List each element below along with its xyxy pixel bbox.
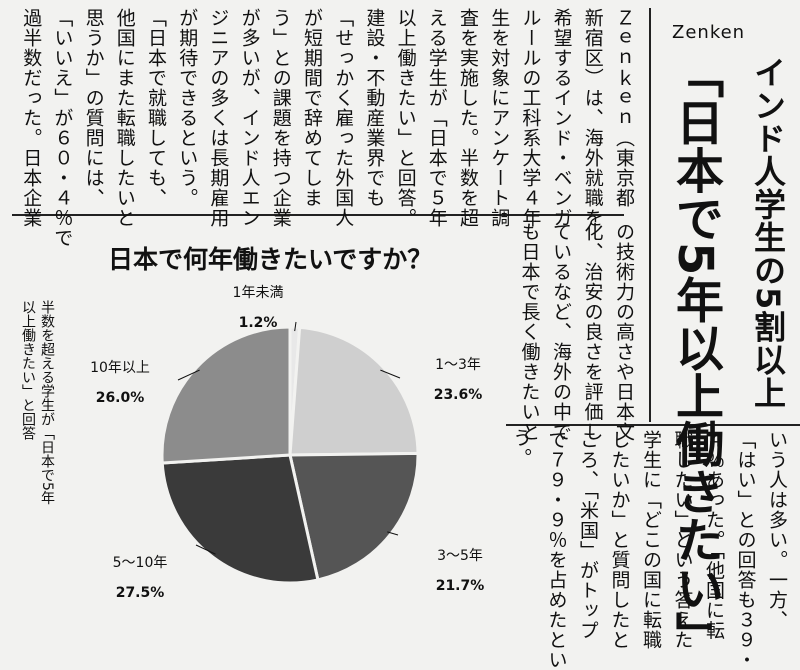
pie-slice (160, 325, 292, 465)
article-upper-column: 過半数だった。日本企業 (20, 8, 43, 228)
article-lower-column: したいか」と質問したと (608, 430, 631, 650)
article-lower-column: いう人は多い。一方、 (766, 430, 788, 630)
pie-slice (160, 453, 320, 585)
divider-headline-left (649, 8, 651, 422)
article-lower-column: 「はい」との回答も３９・ (734, 430, 757, 670)
article-upper-column: 建設・不動産業界でも (363, 8, 386, 208)
article-upper-column: 以上働きたい」と回答。 (394, 8, 417, 228)
article-upper-column: が短期間で辞めてしま (301, 8, 323, 208)
article-upper-column: う」との課題を持つ企業 (269, 8, 292, 228)
slice-leader-line (387, 531, 399, 536)
slice-category: 1年未満 (232, 285, 284, 301)
slice-leader-line (294, 321, 297, 332)
slice-category: 5〜10年 (112, 555, 168, 571)
article-upper-column: 他国にまた転職したいと (113, 8, 136, 228)
article-upper-column: 査を実施した。半数を超 (457, 8, 479, 228)
article-upper-column: 「日本で就職しても、 (145, 8, 167, 208)
brand-label: Zenken (672, 22, 746, 43)
slice-value: 23.6% (433, 387, 483, 403)
article-upper-column: 新宿区）は、海外就職を (581, 8, 604, 228)
slice-category: 10年以上 (90, 360, 150, 376)
pie-slice (288, 325, 420, 457)
article-middle-column: 化、治安の良さを評価し (581, 222, 604, 442)
slice-label: 1年未満 1.2% (218, 278, 298, 338)
article-lower-column: 職したい」という答えた (671, 430, 694, 650)
article-middle-column: も日本で長く働きたいと (518, 222, 541, 442)
article-upper-column: Ｚｅｎｋｅｎ（東京都 (613, 8, 635, 208)
article-middle-column: の技術力の高さや日本文 (613, 222, 635, 442)
article-middle-tail: う。 (510, 428, 532, 468)
article-lower-column: 学生に「どこの国に転職 (640, 430, 662, 650)
article-upper-column: える学生が「日本で５年 (425, 8, 448, 228)
headline-line-2: 「日本で5年以上働きたい」 (667, 50, 723, 660)
slice-label: 3〜5年 21.7% (420, 541, 500, 601)
article-middle-column: ているなど、海外の中で (550, 222, 572, 442)
divider-horizontal-upper (12, 214, 624, 216)
article-upper-column: 「いいえ」が６０・４％で (51, 8, 74, 248)
slice-value: 27.5% (115, 585, 165, 601)
article-upper-column: が期待できるという。 (176, 8, 199, 208)
slice-label: 5〜10年 27.5% (100, 548, 180, 608)
article-lower-column: ４％あった。「他国に転 (703, 430, 725, 641)
article-upper-column: ジニアの多くは長期雇用 (207, 8, 230, 228)
slice-label: 10年以上 26.0% (80, 353, 160, 413)
headline-line-1: インド人学生の5割以上 (749, 56, 787, 410)
pie-chart (160, 321, 420, 585)
slice-category: 3〜5年 (437, 548, 483, 564)
article-upper-column: 希望するインド・ベンガ (550, 8, 573, 228)
chart-caption: 半数を超える学生が「日本で5年 以上働きたい」と回答 (20, 300, 55, 505)
slice-category: 1〜3年 (435, 357, 481, 373)
chart-title: 日本で何年働きたいですか？ (108, 245, 433, 274)
slice-value: 21.7% (435, 578, 485, 594)
article-upper-column: 生を対象にアンケート調 (488, 8, 511, 228)
pie-slice (288, 451, 420, 582)
article-upper-column: が多いが、インド人エン (238, 8, 261, 228)
slice-leader-line (177, 369, 200, 381)
slice-value: 26.0% (95, 390, 145, 406)
article-upper-column: 「せっかく雇った外国人 (332, 8, 355, 228)
article-upper-column: ルールの工科系大学４年 (519, 8, 542, 228)
divider-horizontal-lower (506, 424, 800, 426)
slice-value: 1.2% (238, 315, 278, 331)
slice-leader-line (380, 369, 401, 379)
article-upper-column: 思うか」の質問には、 (82, 8, 105, 208)
article-lower-column: で７９・９％を占めたとい (545, 430, 568, 670)
slice-leader-line (195, 544, 216, 555)
slice-label: 1〜3年 23.6% (418, 350, 498, 410)
article-lower-column: ころ、「米国」がトップ (577, 430, 599, 641)
